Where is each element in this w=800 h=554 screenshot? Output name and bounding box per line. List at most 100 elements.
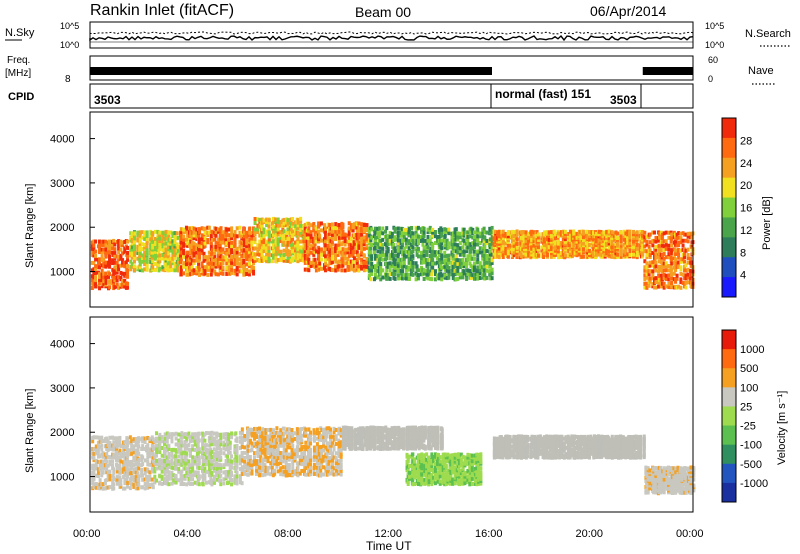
scatter-cell [183,434,187,439]
scatter-cell [207,254,211,259]
scatter-cell [282,221,286,226]
scatter-cell [167,251,171,256]
scatter-cell [431,249,435,254]
scatter-cell [549,247,553,252]
scatter-cell [276,223,280,228]
scatter-cell [163,432,167,437]
scatter-cell [497,245,501,250]
scatter-cell [675,236,679,241]
scatter-cell [119,263,123,268]
scatter-cell [670,280,674,285]
scatter-cell [270,465,274,470]
scatter-cell [164,258,168,263]
scatter-cell [92,275,96,280]
scatter-cell [212,477,216,482]
scatter-cell [379,238,383,243]
scatter-cell [172,432,176,437]
scatter-cell [198,240,202,245]
scatter-cell [577,243,581,248]
scatter-cell [216,229,220,234]
scatter-cell [100,268,104,273]
scatter-cell [510,249,514,254]
scatter-cell [136,233,140,238]
scatter-cell [433,234,437,239]
scatter-cell [660,269,664,274]
scatter-cell [151,231,155,236]
scatter-cell [488,249,492,254]
scatter-cell [674,248,678,253]
scatter-cell [158,259,162,264]
scatter-cell [130,443,134,448]
scatter-cell [187,462,191,467]
scatter-cell [200,264,204,269]
scatter-cell [677,264,681,269]
scatter-cell [163,469,167,474]
scatter-cell [267,226,271,231]
scatter-cell [549,233,553,238]
scatter-cell [235,465,239,470]
scatter-cell [471,265,475,270]
scatter-cell [222,446,226,451]
scatter-cell [190,268,194,273]
scatter-cell [349,252,353,257]
scatter-cell [314,263,318,268]
scatter-cell [102,249,106,254]
scatter-cell [360,228,364,233]
scatter-cell [243,459,247,464]
scatter-cell [654,255,658,260]
scatter-cell [324,226,328,231]
scatter-cell [137,458,141,463]
scatter-cell [177,469,181,474]
scatter-cell [279,235,283,240]
scatter-cell [118,448,122,453]
scatter-cell [108,484,112,489]
scatter-cell [108,446,112,451]
scatter-cell [203,443,207,448]
scatter-cell [247,269,251,274]
scatter-cell [133,252,137,257]
scatter-cell [106,463,110,468]
scatter-cell [106,439,110,444]
scatter-cell [472,272,476,277]
scatter-cell [267,218,271,223]
scatter-cell [271,224,275,229]
scatter-cell [104,278,108,283]
scatter-cell [238,264,242,269]
scatter-cell [105,436,109,441]
scatter-cell [94,463,98,468]
scatter-cell [643,238,647,243]
scatter-cell [119,282,123,287]
scatter-cell [276,437,280,442]
scatter-cell [276,220,280,225]
scatter-cell [256,243,260,248]
scatter-cell [490,246,494,251]
scatter-cell [214,247,218,252]
scatter-cell [443,233,447,238]
scatter-cell [256,452,260,457]
scatter-cell [667,243,671,248]
scatter-cell [106,455,110,460]
scatter-cell [282,217,286,222]
scatter-cell [164,236,168,241]
scatter-cell [504,251,508,256]
scatter-cell [163,465,167,470]
scatter-cell [100,447,104,452]
scatter-cell [600,248,604,253]
colorbar-segment [722,137,736,159]
scatter-cell [357,268,361,273]
scatter-cell [396,273,400,278]
scatter-cell [469,249,473,254]
scatter-cell [186,250,190,255]
scatter-cell [136,230,140,235]
scatter-cell [586,245,590,250]
scatter-cell [619,241,623,246]
scatter-cell [512,247,516,252]
scatter-cell [286,255,290,260]
scatter-cell [126,274,130,279]
scatter-cell [443,273,447,278]
scatter-cell [643,235,647,240]
scatter-cell [252,233,256,238]
scatter-cell [319,257,323,262]
scatter-cell [191,465,195,470]
